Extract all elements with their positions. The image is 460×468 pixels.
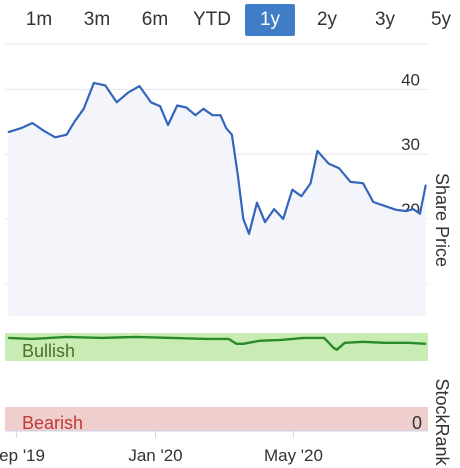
price-point [31, 122, 34, 124]
price-point [20, 127, 22, 129]
stockrank-point [258, 340, 261, 342]
price-point [194, 114, 197, 116]
price-y-tick: 30 [401, 135, 420, 154]
stockrank-point [31, 338, 34, 340]
price-point [43, 130, 45, 132]
stockrank-point [235, 343, 238, 345]
range-button-3m[interactable]: 3m [83, 9, 111, 30]
stockrank-point [302, 337, 305, 339]
price-point [412, 208, 415, 210]
price-point [65, 133, 68, 136]
price-point [176, 104, 178, 107]
price-point [362, 182, 364, 184]
price-y-tick: 40 [401, 70, 420, 89]
price-point [115, 101, 118, 104]
stockrank-point [332, 346, 335, 349]
price-point [264, 221, 266, 223]
stockrank-min-label: 0 [412, 413, 422, 433]
price-point [309, 182, 312, 184]
stockrank-point [65, 336, 68, 338]
price-point [82, 108, 85, 110]
price-point [167, 124, 169, 126]
price-area-fill [8, 82, 426, 317]
stockrank-point [7, 337, 10, 339]
price-point [211, 114, 214, 116]
price-point [225, 127, 227, 129]
range-button-6m[interactable]: 6m [141, 9, 169, 30]
stockrank-point [323, 337, 326, 339]
x-tick-label: Sep '19 [0, 446, 45, 465]
price-point [405, 210, 408, 212]
stockrank-point [101, 337, 103, 339]
price-point [300, 195, 303, 197]
price-point [159, 105, 161, 107]
stockrank-point [336, 348, 338, 351]
price-point [338, 167, 340, 170]
price-point [291, 188, 294, 191]
stockrank-point [280, 339, 282, 341]
price-point [127, 91, 129, 94]
time-range-selector: 1m 3m 6m YTD 1y 2y 3y 5y [0, 0, 460, 40]
stockrank-point [135, 336, 137, 338]
range-button-2y[interactable]: 2y [316, 9, 338, 30]
stockrank-point [170, 337, 173, 339]
price-point [395, 209, 397, 211]
range-button-1m[interactable]: 1m [25, 9, 53, 30]
range-button-3y[interactable]: 3y [374, 9, 396, 30]
price-point [236, 172, 239, 175]
stockrank-point [383, 342, 386, 344]
price-point [242, 218, 245, 220]
price-point [328, 163, 330, 165]
range-button-1y[interactable]: 1y [245, 4, 295, 36]
stockrank-chart: Bullish Bearish 0 StockRank Sep '19 Jan '20 Ma… [0, 333, 452, 467]
x-tick-label: May '20 [264, 446, 323, 465]
price-line [8, 81, 427, 235]
range-button-ytd[interactable]: YTD [193, 9, 231, 30]
bullish-label: Bullish [22, 341, 75, 361]
price-point [7, 131, 10, 133]
price-point [73, 120, 76, 123]
price-point [104, 84, 107, 87]
price-point [282, 218, 285, 220]
price-point [150, 101, 152, 104]
price-point [138, 85, 141, 87]
range-button-5y[interactable]: 5y [430, 9, 452, 30]
price-point [54, 136, 56, 139]
price-point [202, 108, 205, 110]
stockrank-point [227, 338, 230, 340]
stockrank-point [424, 343, 427, 345]
price-point [185, 106, 188, 109]
price-point [273, 208, 275, 210]
price-point [372, 201, 375, 203]
price-chart: 10203040Share Price [5, 43, 452, 317]
share-price-chart: 10203040Share Price BullishBearish0Stock… [0, 43, 452, 467]
price-point [349, 181, 352, 183]
stockrank-point [407, 342, 410, 344]
stockrank-point [242, 343, 245, 345]
price-point [231, 133, 233, 136]
price-point [219, 114, 222, 116]
price-point [424, 184, 427, 186]
x-tick-label: Jan '20 [128, 446, 182, 465]
price-point [93, 82, 95, 84]
price-point [419, 212, 421, 215]
stockrank-point [362, 341, 364, 343]
price-axis-title: Share Price [432, 173, 452, 267]
price-point [383, 205, 386, 207]
price-point [316, 150, 319, 152]
price-point [248, 233, 250, 235]
price-point [256, 201, 258, 204]
stockrank-axis-title: StockRank [432, 378, 452, 466]
bearish-zone [5, 407, 428, 431]
stockrank-point [206, 338, 208, 340]
bearish-label: Bearish [22, 413, 83, 433]
stockrank-point [344, 342, 346, 344]
